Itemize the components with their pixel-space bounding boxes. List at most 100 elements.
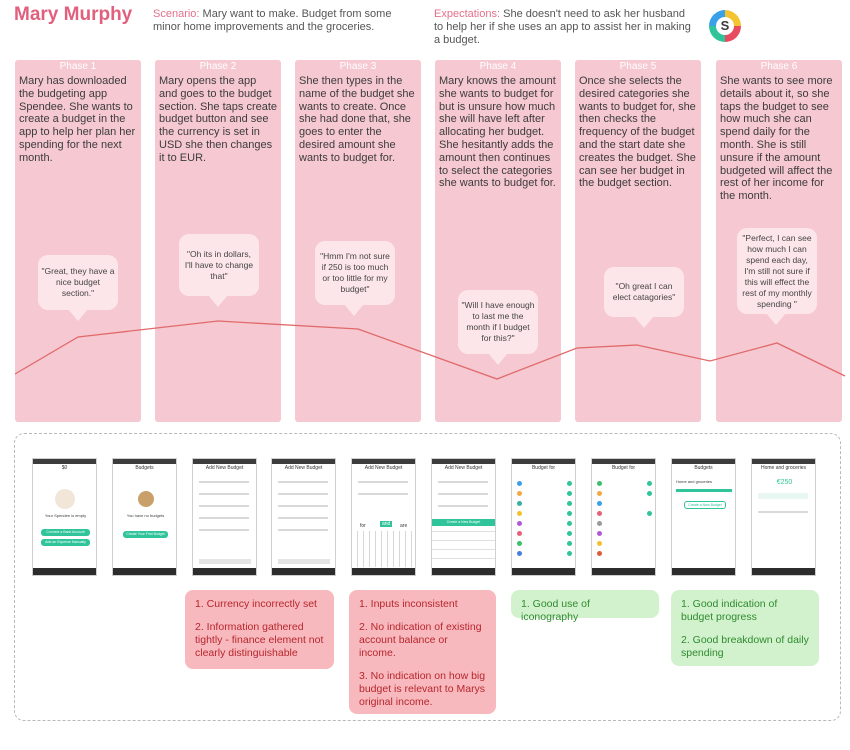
phase-title: Phase 4	[479, 61, 517, 72]
phase-title: Phase 3	[339, 61, 377, 72]
form-row	[199, 493, 249, 495]
quote-bubble-4: "Will I have enough to last me the month…	[458, 290, 538, 354]
app-screen-10: Home and groceries €250	[751, 458, 816, 576]
phase-column-1: Phase 1 Mary has downloaded the budgetin…	[15, 60, 141, 422]
expectations: Expectations: She doesn't need to ask he…	[434, 8, 692, 47]
note-item: 2. Good breakdown of daily spending	[681, 634, 809, 659]
add-expense-button[interactable]: Add an Expense Manually	[41, 539, 90, 546]
form-row	[199, 505, 249, 507]
note-item: 2. Information gathered tightly - financ…	[195, 621, 324, 659]
category-icon	[597, 501, 602, 506]
form-row	[278, 529, 328, 531]
connect-bank-button[interactable]: Connect a Bank Account	[41, 529, 90, 536]
phase-column-4: Phase 4 Mary knows the amount she wants …	[435, 60, 561, 422]
screen-title: Budgets	[135, 465, 154, 471]
screen-title: Budgets	[694, 465, 713, 471]
form-row	[278, 493, 328, 495]
form-row	[199, 517, 249, 519]
keyboard[interactable]	[352, 531, 415, 567]
category-icon	[517, 521, 522, 526]
check-icon[interactable]	[567, 501, 572, 506]
note-item: 2. No indication of existing account bal…	[359, 621, 482, 659]
category-icon	[597, 491, 602, 496]
form-row	[438, 505, 488, 507]
scenario-label: Scenario:	[153, 8, 200, 20]
screens-panel	[14, 433, 841, 721]
category-icon	[597, 481, 602, 486]
create-first-budget-button[interactable]: Create Your First Budget	[123, 531, 168, 538]
check-icon[interactable]	[647, 511, 652, 516]
check-icon[interactable]	[567, 531, 572, 536]
app-screen-6: Add New Budget Create a New Budget	[431, 458, 496, 576]
screen-title: Add New Budget	[444, 465, 483, 471]
app-screen-3: Add New Budget	[192, 458, 257, 576]
screen-heading: Your Spendee is empty	[44, 513, 87, 518]
category-icon	[597, 541, 602, 546]
check-icon[interactable]	[647, 481, 652, 486]
check-icon[interactable]	[567, 541, 572, 546]
quote-bubble-6: "Perfect, I can see how much I can spend…	[737, 228, 817, 314]
form-row	[358, 481, 408, 483]
expectations-text: She doesn't need to ask her husband to h…	[434, 8, 691, 46]
issues-note-2: 1. Inputs inconsistent 2. No indication …	[349, 590, 496, 714]
category-icon	[597, 551, 602, 556]
create-budget-button[interactable]: Create a New Budget	[684, 501, 726, 509]
check-icon[interactable]	[567, 481, 572, 486]
check-icon[interactable]	[567, 491, 572, 496]
form-row	[278, 505, 328, 507]
category-icon	[517, 551, 522, 556]
phase-description: Once she selects the desired categories …	[579, 75, 696, 190]
phase-title: Phase 6	[760, 61, 798, 72]
app-screen-2: Budgets You have no budgets Create Your …	[112, 458, 177, 576]
expectations-label: Expectations:	[434, 8, 501, 20]
check-icon[interactable]	[567, 511, 572, 516]
screen-title: Budget for	[531, 465, 556, 471]
create-budget-button[interactable]: Create a New Budget	[432, 519, 495, 526]
category-icon	[597, 531, 602, 536]
app-screen-8: Budget for	[591, 458, 656, 576]
bubble-tail	[208, 295, 228, 307]
quote-text: "Oh great I can elect catagories"	[612, 281, 676, 302]
form-row	[199, 559, 251, 564]
category-icon	[517, 531, 522, 536]
money-bag-icon	[138, 491, 154, 507]
keyboard-suggestion: for	[360, 523, 366, 529]
issues-note-1: 1. Currency incorrectly set 2. Informati…	[185, 590, 334, 669]
bubble-tail	[634, 316, 654, 328]
phase-description: Mary knows the amount she wants to budge…	[439, 75, 556, 190]
screen-title: Add New Budget	[284, 465, 323, 471]
quote-text: "Hmm I'm not sure if 250 is too much or …	[320, 251, 390, 294]
screen-title: $0	[61, 465, 68, 471]
note-item: 1. Inputs inconsistent	[359, 598, 458, 610]
form-row	[278, 517, 328, 519]
check-icon[interactable]	[567, 551, 572, 556]
wallet-illustration-icon	[55, 489, 75, 509]
budget-amount: €250	[776, 479, 793, 486]
category-icon	[597, 511, 602, 516]
app-screen-9: Budgets Home and groceries Create a New …	[671, 458, 736, 576]
bubble-tail	[766, 313, 786, 325]
category-icon	[517, 481, 522, 486]
bubble-tail	[344, 304, 364, 316]
quote-bubble-5: "Oh great I can elect catagories"	[604, 267, 684, 317]
scenario-text: Mary want to make. Budget from some mino…	[153, 8, 392, 33]
number-pad[interactable]	[432, 529, 495, 567]
scenario: Scenario: Mary want to make. Budget from…	[153, 8, 393, 34]
form-row	[358, 493, 408, 495]
category-icon	[517, 501, 522, 506]
phase-title: Phase 2	[199, 61, 237, 72]
form-row	[438, 481, 488, 483]
form-row	[278, 481, 328, 483]
quote-bubble-3: "Hmm I'm not sure if 250 is too much or …	[315, 241, 395, 305]
form-row	[438, 493, 488, 495]
screen-heading: You have no budgets	[126, 513, 165, 518]
check-icon[interactable]	[567, 521, 572, 526]
quote-text: "Perfect, I can see how much I can spend…	[742, 232, 812, 309]
check-icon[interactable]	[647, 491, 652, 496]
app-screen-5: Add New Budget for and are	[351, 458, 416, 576]
budget-name: Home and groceries	[676, 479, 713, 484]
screen-title: Budget for	[611, 465, 636, 471]
screen-title: Add New Budget	[205, 465, 244, 471]
phase-column-5: Phase 5 Once she selects the desired cat…	[575, 60, 701, 422]
positives-note-1: 1. Good use of iconography	[511, 590, 659, 623]
